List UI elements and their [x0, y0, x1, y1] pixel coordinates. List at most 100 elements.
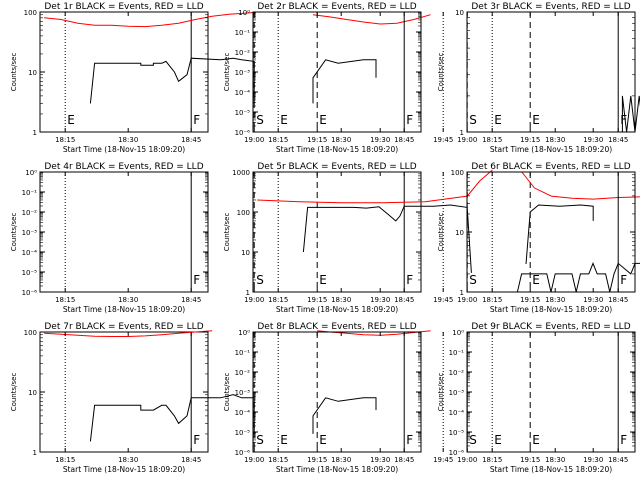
y-tick-label: 10⁰: [452, 329, 464, 337]
y-tick-label: 10⁰: [238, 329, 250, 337]
y-tick-label: 10⁻⁶: [22, 289, 38, 297]
chart-panel-1: Det 1r BLACK = Events, RED = LLD E F S E 18:1…: [10, 2, 453, 154]
marker-label: E: [67, 113, 75, 127]
y-axis-label: Counts/sec: [437, 53, 445, 92]
marker-label: F: [406, 113, 413, 127]
y-tick-label: 10⁻⁴: [22, 249, 38, 257]
x-tick-label: 19:00: [244, 296, 264, 304]
x-tick-label: 19:30: [370, 456, 390, 464]
x-tick-label: 18:30: [118, 136, 138, 144]
marker-label: E: [319, 433, 327, 447]
x-tick-label: 19:45: [433, 296, 453, 304]
chart-panel-8: Det 8r BLACK = Events, RED = LLD E F S E 18:1…: [223, 322, 603, 474]
x-tick-label: 19:30: [583, 296, 603, 304]
marker-label: F: [406, 273, 413, 287]
x-tick-label: 19:15: [307, 456, 327, 464]
x-tick-label: 19:00: [457, 456, 477, 464]
chart-panel-3: Det 3r BLACK = Events, RED = LLD E F S E 18:1…: [437, 2, 640, 154]
x-tick-label: 18:45: [608, 136, 628, 144]
series-line-lld: [257, 169, 640, 204]
y-tick-label: 10⁻²: [449, 369, 465, 377]
marker-label: E: [532, 433, 540, 447]
marker-label: F: [193, 433, 200, 447]
y-tick-label: 10⁻¹: [235, 29, 251, 37]
x-tick-label: 18:45: [181, 456, 201, 464]
y-tick-label: 10⁻⁴: [235, 89, 251, 97]
y-axis-label: Counts/sec: [10, 373, 18, 412]
x-axis-label: Start Time (18-Nov-15 18:09:20): [63, 465, 185, 474]
chart-panel-9: Det 9r BLACK = Events, RED = LLD E F S E 18:1…: [437, 322, 636, 474]
marker-label: S: [256, 113, 264, 127]
x-tick-label: 18:15: [55, 296, 75, 304]
marker-label: E: [532, 273, 540, 287]
y-tick-label: 10⁻²: [22, 209, 38, 217]
y-tick-label: 10⁰: [238, 9, 250, 17]
y-tick-label: 1000: [232, 169, 250, 177]
y-tick-label: 10⁻³: [235, 389, 251, 397]
series-line-events: [302, 204, 594, 273]
y-tick-label: 10⁻⁶: [235, 129, 251, 137]
chart-panel-7: Det 7r BLACK = Events, RED = LLD F S E 18:15…: [10, 322, 453, 474]
y-tick-label: 10: [28, 389, 37, 397]
x-tick-label: 18:30: [331, 136, 351, 144]
marker-label: S: [469, 113, 477, 127]
chart-panel-2: Det 2r BLACK = Events, RED = LLD E F S E 18:1…: [223, 2, 603, 154]
y-tick-label: 100: [451, 169, 464, 177]
chart-title: Det 2r BLACK = Events, RED = LLD: [257, 2, 416, 12]
y-tick-label: 10⁻³: [449, 389, 465, 397]
y-tick-label: 10⁻³: [22, 229, 38, 237]
marker-label: F: [620, 273, 627, 287]
chart-title: Det 5r BLACK = Events, RED = LLD: [257, 162, 416, 172]
x-tick-label: 18:30: [331, 296, 351, 304]
x-tick-label: 18:15: [482, 456, 502, 464]
chart-title: Det 4r BLACK = Events, RED = LLD: [44, 162, 203, 172]
series-line-events: [621, 95, 640, 133]
x-tick-label: 19:30: [370, 136, 390, 144]
x-tick-label: 18:30: [331, 456, 351, 464]
series-line-events: [89, 394, 377, 442]
y-tick-label: 10: [455, 229, 464, 237]
x-axis-label: Start Time (18-Nov-15 18:09:20): [276, 305, 398, 314]
y-axis-label: Counts/sec: [437, 213, 445, 252]
marker-label: E: [280, 433, 288, 447]
chart-title: Det 6r BLACK = Events, RED = LLD: [471, 162, 630, 172]
x-tick-label: 18:30: [545, 136, 565, 144]
x-axis-label: Start Time (18-Nov-15 18:09:20): [276, 465, 398, 474]
x-tick-label: 18:45: [608, 296, 628, 304]
y-tick-label: 1: [460, 289, 464, 297]
marker-label: F: [406, 433, 413, 447]
marker-label: E: [532, 113, 540, 127]
marker-label: S: [469, 433, 477, 447]
chart-title: Det 7r BLACK = Events, RED = LLD: [44, 322, 203, 332]
marker-label: E: [280, 113, 288, 127]
marker-label: E: [494, 113, 502, 127]
y-tick-label: 10⁻⁴: [235, 409, 251, 417]
marker-label: F: [620, 433, 627, 447]
chart-panel-6: Det 6r BLACK = Events, RED = LLD F S E 18:15…: [437, 162, 640, 314]
x-tick-label: 18:15: [55, 136, 75, 144]
marker-label: E: [494, 433, 502, 447]
y-tick-label: 100: [237, 209, 250, 217]
x-tick-label: 19:30: [583, 456, 603, 464]
marker-label: F: [620, 113, 627, 127]
y-axis-label: Counts/sec: [10, 213, 18, 252]
y-tick-label: 10: [241, 249, 250, 257]
x-tick-label: 19:45: [433, 456, 453, 464]
marker-label: S: [256, 273, 264, 287]
y-axis-label: Counts/sec: [223, 213, 231, 252]
y-axis-label: Counts/sec: [437, 373, 445, 412]
x-tick-label: 18:45: [394, 296, 414, 304]
y-tick-label: 10⁻¹: [449, 349, 465, 357]
marker-label: E: [319, 113, 327, 127]
x-tick-label: 19:45: [433, 136, 453, 144]
y-axis-label: Counts/sec: [10, 53, 18, 92]
x-axis-label: Start Time (18-Nov-15 18:09:20): [490, 465, 612, 474]
plot-frame: [252, 171, 422, 293]
x-tick-label: 19:30: [370, 296, 390, 304]
y-tick-label: 10⁻⁴: [449, 409, 465, 417]
y-tick-label: 1: [33, 449, 37, 457]
chart-title: Det 1r BLACK = Events, RED = LLD: [44, 2, 203, 12]
x-tick-label: 19:15: [520, 456, 540, 464]
x-tick-label: 19:15: [307, 136, 327, 144]
